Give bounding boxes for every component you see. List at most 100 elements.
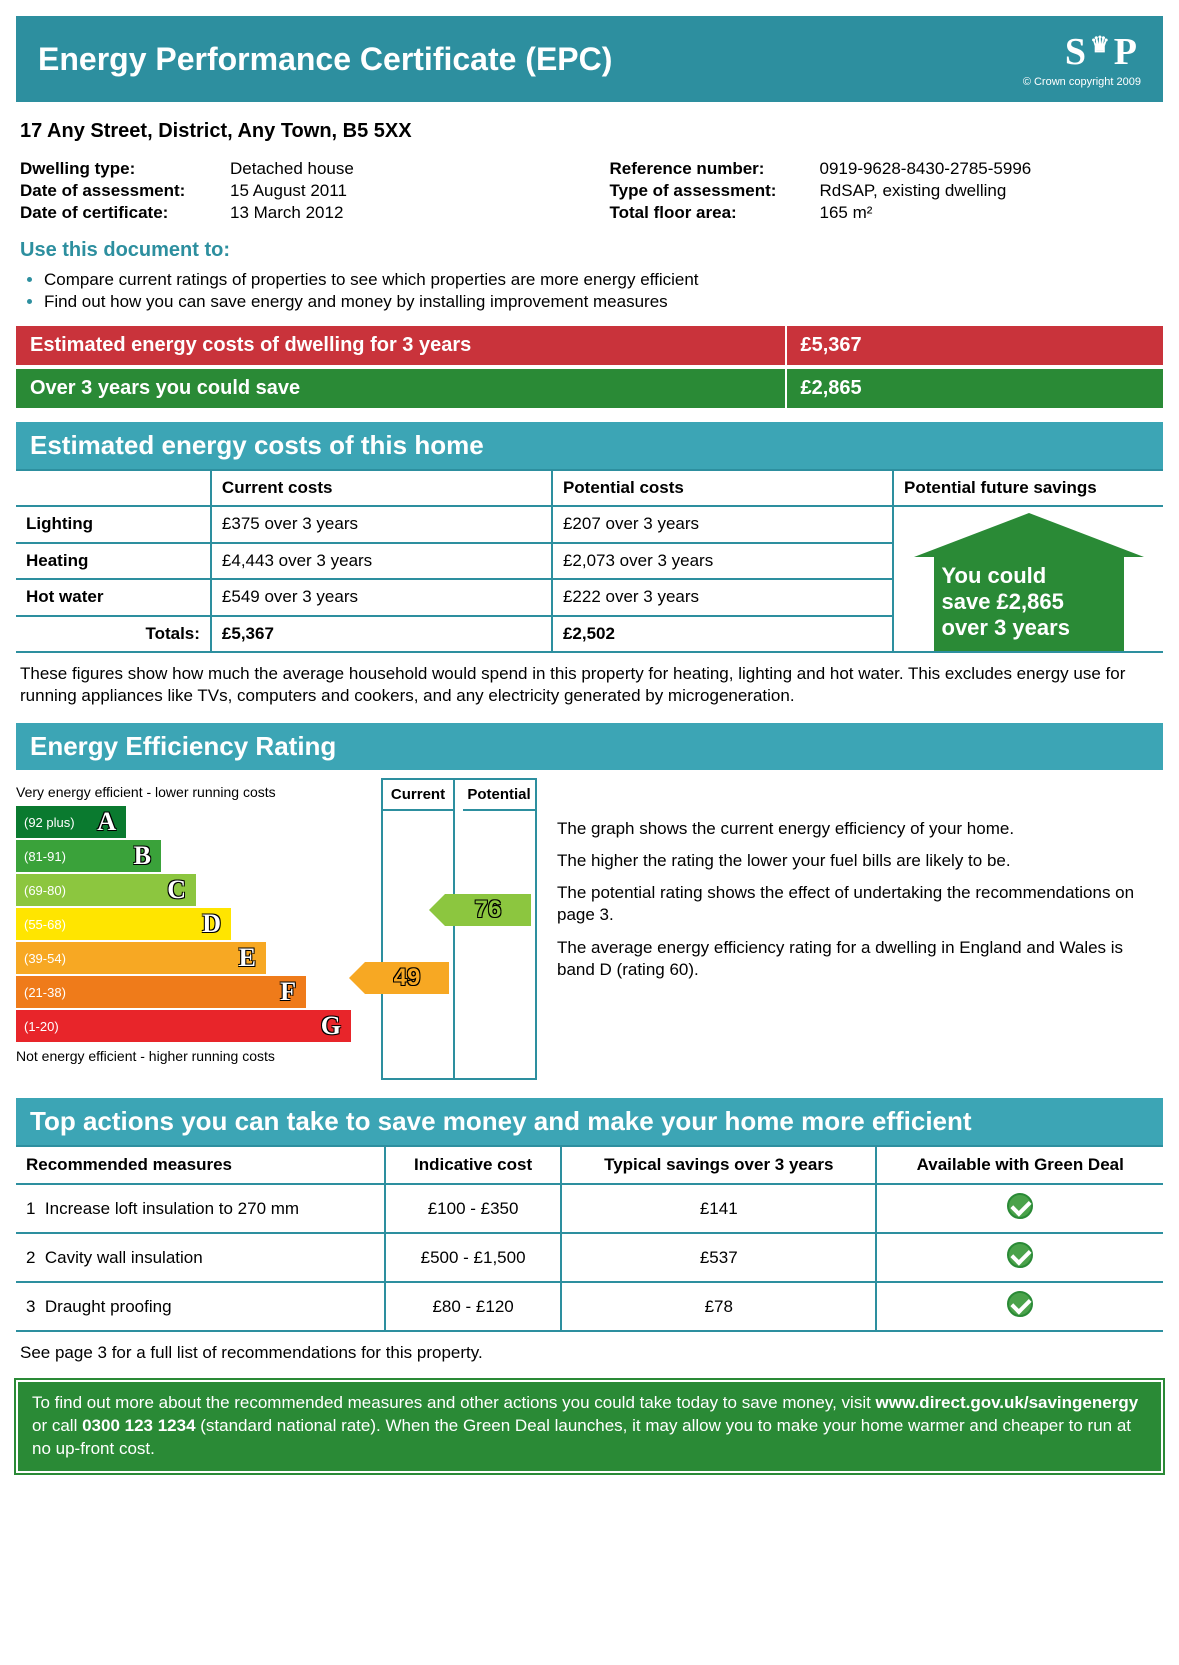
tick-icon [1007, 1291, 1033, 1317]
address: 17 Any Street, District, Any Town, B5 5X… [20, 120, 1159, 143]
action-row: 3 Draught proofing £80 - £120 £78 [16, 1282, 1163, 1331]
sap-logo: S♛P [1023, 30, 1141, 74]
col-current: Current costs [211, 470, 552, 506]
band-D: (55-68)D [16, 908, 231, 940]
costs-note: These figures show how much the average … [20, 663, 1159, 707]
col-savings: Potential future savings [893, 470, 1163, 506]
rating-desc-p: The potential rating shows the effect of… [557, 882, 1163, 926]
cost-current: £4,443 over 3 years [211, 543, 552, 580]
band-F: (21-38)F [16, 976, 306, 1008]
meta-value: 15 August 2011 [230, 181, 570, 201]
cost-value: £5,367 [785, 326, 1164, 365]
meta-row: Reference number:0919-9628-8430-2785-599… [610, 159, 1160, 179]
band-E: (39-54)E [16, 942, 266, 974]
rating-columns: Current 49 Potential 76 [381, 778, 537, 1080]
save-label: Over 3 years you could save [16, 369, 785, 408]
action-row: 1 Increase loft insulation to 270 mm £10… [16, 1184, 1163, 1233]
cost-potential: £207 over 3 years [552, 506, 893, 543]
band-row: (1-20)G [16, 1010, 361, 1042]
cost-name: Hot water [16, 579, 211, 616]
cost-name: Lighting [16, 506, 211, 543]
use-list: Compare current ratings of properties to… [44, 270, 1159, 312]
action-save: £537 [561, 1233, 876, 1282]
cost-bar: Estimated energy costs of dwelling for 3… [16, 326, 1163, 365]
cost-current: £549 over 3 years [211, 579, 552, 616]
act-h1: Recommended measures [16, 1146, 385, 1184]
band-row: (69-80)C [16, 874, 361, 906]
meta-value: RdSAP, existing dwelling [820, 181, 1160, 201]
total-potential: £2,502 [552, 616, 893, 653]
footer-mid: or call [32, 1416, 82, 1435]
cost-potential: £2,073 over 3 years [552, 543, 893, 580]
cost-current: £375 over 3 years [211, 506, 552, 543]
act-h3: Typical savings over 3 years [561, 1146, 876, 1184]
summary-bars: Estimated energy costs of dwelling for 3… [16, 326, 1163, 408]
action-save: £78 [561, 1282, 876, 1331]
total-current: £5,367 [211, 616, 552, 653]
sap-logo-block: S♛P © Crown copyright 2009 [1023, 30, 1141, 88]
costs-title: Estimated energy costs of this home [16, 422, 1163, 469]
copyright: © Crown copyright 2009 [1023, 76, 1141, 88]
actions-title: Top actions you can take to save money a… [16, 1098, 1163, 1145]
action-green [876, 1184, 1163, 1233]
use-title: Use this document to: [20, 239, 1159, 262]
col-potential-h: Potential [463, 780, 535, 811]
band-row: (92 plus)A [16, 806, 361, 838]
col-current-h: Current [383, 780, 453, 811]
rating-pointer: 49 [365, 962, 449, 994]
metadata: Dwelling type:Detached houseDate of asse… [20, 157, 1159, 225]
action-cost: £80 - £120 [385, 1282, 561, 1331]
totals-label: Totals: [16, 616, 211, 653]
meta-row: Total floor area:165 m² [610, 203, 1160, 223]
savings-cell: You couldsave £2,865over 3 years [893, 506, 1163, 652]
action-cost: £500 - £1,500 [385, 1233, 561, 1282]
rating-desc-p: The average energy efficiency rating for… [557, 937, 1163, 981]
actions-table: Recommended measures Indicative cost Typ… [16, 1145, 1163, 1332]
rating-desc-p: The higher the rating the lower your fue… [557, 850, 1163, 872]
act-h2: Indicative cost [385, 1146, 561, 1184]
footer-pre: To find out more about the recommended m… [32, 1393, 876, 1412]
meta-label: Reference number: [610, 159, 820, 179]
action-row: 2 Cavity wall insulation £500 - £1,500 £… [16, 1233, 1163, 1282]
cost-name: Heating [16, 543, 211, 580]
action-green [876, 1233, 1163, 1282]
band-row: (81-91)B [16, 840, 361, 872]
col-blank [16, 470, 211, 506]
rating-wrap: Very energy efficient - lower running co… [16, 778, 1163, 1080]
meta-label: Date of assessment: [20, 181, 230, 201]
meta-value: Detached house [230, 159, 570, 179]
rating-desc: The graph shows the current energy effic… [557, 778, 1163, 1080]
footer-tel: 0300 123 1234 [82, 1416, 195, 1435]
meta-row: Date of certificate:13 March 2012 [20, 203, 570, 223]
band-C: (69-80)C [16, 874, 196, 906]
meta-value: 13 March 2012 [230, 203, 570, 223]
band-B: (81-91)B [16, 840, 161, 872]
footer-url: www.direct.gov.uk/savingenergy [876, 1393, 1139, 1412]
action-measure: 3 Draught proofing [16, 1282, 385, 1331]
act-h4: Available with Green Deal [876, 1146, 1163, 1184]
meta-row: Dwelling type:Detached house [20, 159, 570, 179]
save-bar: Over 3 years you could save £2,865 [16, 369, 1163, 408]
action-save: £141 [561, 1184, 876, 1233]
meta-label: Type of assessment: [610, 181, 820, 201]
rating-desc-p: The graph shows the current energy effic… [557, 818, 1163, 840]
cost-potential: £222 over 3 years [552, 579, 893, 616]
meta-label: Date of certificate: [20, 203, 230, 223]
band-row: (21-38)F [16, 976, 361, 1008]
action-measure: 2 Cavity wall insulation [16, 1233, 385, 1282]
band-A: (92 plus)A [16, 806, 126, 838]
action-green [876, 1282, 1163, 1331]
header-bar: Energy Performance Certificate (EPC) S♛P… [16, 16, 1163, 102]
meta-label: Total floor area: [610, 203, 820, 223]
col-potential: Potential costs [552, 470, 893, 506]
actions-see-more: See page 3 for a full list of recommenda… [20, 1342, 1159, 1364]
cost-label: Estimated energy costs of dwelling for 3… [16, 326, 785, 365]
rating-bottom-label: Not energy efficient - higher running co… [16, 1048, 361, 1064]
meta-value: 165 m² [820, 203, 1160, 223]
band-row: (55-68)D [16, 908, 361, 940]
costs-table: Current costs Potential costs Potential … [16, 469, 1163, 653]
rating-bands: Very energy efficient - lower running co… [16, 778, 361, 1080]
action-measure: 1 Increase loft insulation to 270 mm [16, 1184, 385, 1233]
band-G: (1-20)G [16, 1010, 351, 1042]
rating-pointer: 76 [445, 894, 531, 926]
